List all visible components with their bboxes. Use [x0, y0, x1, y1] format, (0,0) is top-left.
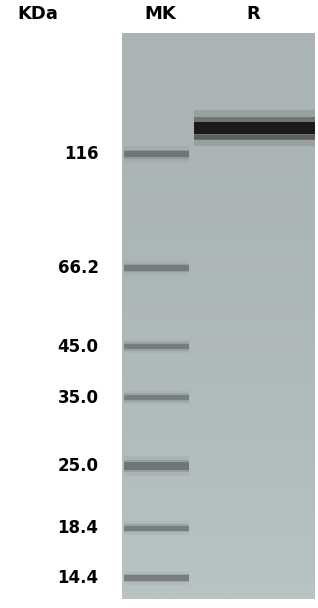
Bar — [124, 525, 189, 531]
Text: 18.4: 18.4 — [58, 519, 99, 537]
Text: R: R — [246, 5, 260, 23]
Bar — [194, 109, 315, 146]
Text: 66.2: 66.2 — [58, 259, 99, 277]
Text: 25.0: 25.0 — [58, 457, 99, 475]
Bar — [124, 574, 189, 582]
Bar — [124, 264, 189, 272]
Bar — [124, 150, 189, 159]
Bar — [124, 342, 189, 351]
Bar — [124, 572, 189, 585]
Bar — [124, 393, 189, 402]
Bar — [124, 261, 189, 275]
Bar — [124, 460, 189, 472]
Bar — [124, 344, 189, 349]
Bar — [124, 456, 189, 476]
Text: 35.0: 35.0 — [58, 389, 99, 407]
Bar — [124, 575, 189, 581]
Text: 45.0: 45.0 — [58, 337, 99, 356]
Bar — [124, 265, 189, 271]
Bar — [124, 151, 189, 157]
Bar — [124, 462, 189, 470]
Bar — [124, 391, 189, 404]
Text: KDa: KDa — [18, 5, 59, 23]
Bar — [124, 524, 189, 533]
Bar — [194, 117, 315, 139]
Bar — [194, 122, 315, 134]
Text: MK: MK — [145, 5, 176, 23]
Bar — [124, 147, 189, 162]
Bar — [124, 522, 189, 535]
Bar — [124, 395, 189, 400]
Text: 14.4: 14.4 — [58, 569, 99, 587]
Text: 116: 116 — [64, 145, 99, 163]
Bar — [124, 340, 189, 353]
Bar — [194, 135, 315, 140]
